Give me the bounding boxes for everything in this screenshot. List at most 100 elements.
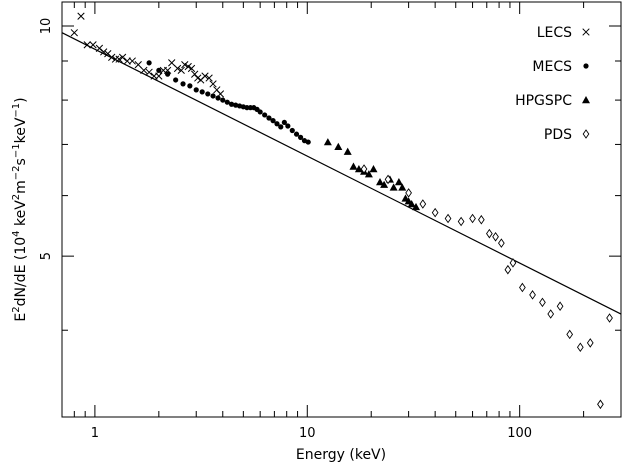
data-point-lecs <box>95 44 104 52</box>
legend-label-pds: PDS <box>544 127 572 143</box>
data-point-pds <box>486 228 493 239</box>
data-point-pds <box>509 258 517 268</box>
model-line <box>61 32 622 315</box>
data-point-pds <box>419 199 427 209</box>
data-point-lecs <box>201 72 209 80</box>
data-point-mecs <box>156 67 162 73</box>
legend-marker-pds <box>582 129 590 139</box>
data-point-pds <box>469 213 476 224</box>
data-point-lecs <box>168 59 176 67</box>
x-axis-label: Energy (keV) <box>296 447 386 463</box>
data-point-lecs <box>77 12 85 20</box>
data-point-mecs <box>215 95 221 101</box>
data-point-lecs <box>145 68 153 76</box>
data-point-lecs <box>83 41 91 49</box>
data-point-hpgspc <box>369 165 378 173</box>
legend: LECS MECS HPGSPC PDS <box>515 25 590 143</box>
axis-ticks <box>61 2 622 417</box>
series-pds <box>360 164 613 410</box>
data-point-lecs <box>163 66 172 74</box>
x-tick-label: 10 <box>299 426 316 441</box>
data-point-lecs <box>100 48 108 56</box>
data-point-mecs <box>305 139 311 145</box>
data-point-hpgspc <box>349 162 358 170</box>
data-point-lecs <box>111 55 120 63</box>
legend-marker-lecs <box>582 28 590 36</box>
data-point-mecs <box>187 83 193 89</box>
data-point-hpgspc <box>376 178 385 186</box>
data-point-pds <box>384 174 392 185</box>
data-point-hpgspc <box>343 147 352 155</box>
y-tick-label: 5 <box>39 252 54 260</box>
data-point-mecs <box>199 89 205 95</box>
data-point-mecs <box>262 112 268 118</box>
data-point-pds <box>431 207 439 218</box>
data-point-pds <box>556 301 564 311</box>
data-point-lecs <box>173 64 182 73</box>
data-point-lecs <box>118 53 127 61</box>
data-point-pds <box>566 329 574 340</box>
data-point-hpgspc <box>364 170 373 178</box>
tick-labels: 1 10 100 5 10 <box>39 18 532 441</box>
data-point-pds <box>597 399 604 410</box>
data-point-lecs <box>155 72 163 80</box>
data-point-pds <box>444 213 452 224</box>
data-point-hpgspc <box>380 180 389 188</box>
data-point-mecs <box>228 101 235 107</box>
y-axis-label: E2dN/dE (104 keV2m−2s−1keV−1) <box>11 97 29 321</box>
data-point-mecs <box>274 121 280 127</box>
x-tick-label: 100 <box>507 426 532 441</box>
data-point-mecs <box>266 115 272 121</box>
data-point-pds <box>405 188 412 198</box>
data-point-pds <box>519 282 526 293</box>
data-point-pds <box>529 290 536 300</box>
x-tick-label: 1 <box>91 426 99 441</box>
data-point-mecs <box>281 119 287 126</box>
data-point-mecs <box>293 131 300 137</box>
data-point-mecs <box>173 77 179 83</box>
data-point-lecs <box>128 57 136 65</box>
data-point-lecs <box>191 70 199 78</box>
data-point-mecs <box>297 134 304 140</box>
data-point-pds <box>492 232 499 242</box>
data-point-mecs <box>205 91 211 97</box>
data-point-hpgspc <box>407 200 416 208</box>
data-point-lecs <box>181 61 189 69</box>
legend-label-lecs: LECS <box>537 25 572 41</box>
data-point-mecs <box>180 81 186 87</box>
data-point-mecs <box>233 102 239 108</box>
data-point-lecs <box>209 80 217 88</box>
data-point-lecs <box>184 62 192 71</box>
data-point-hpgspc <box>398 183 407 191</box>
data-point-lecs <box>187 64 196 73</box>
data-point-mecs <box>289 127 295 134</box>
data-point-hpgspc <box>354 165 363 173</box>
data-point-mecs <box>224 99 230 105</box>
data-point-hpgspc <box>334 142 343 151</box>
data-point-mecs <box>257 109 263 115</box>
data-point-hpgspc <box>323 138 332 146</box>
data-point-lecs <box>177 66 185 74</box>
data-point-pds <box>477 214 485 225</box>
data-point-mecs <box>278 124 284 130</box>
data-point-mecs <box>210 93 216 99</box>
data-point-pds <box>457 216 465 227</box>
legend-label-mecs: MECS <box>532 59 572 75</box>
data-point-mecs <box>220 97 226 103</box>
data-point-mecs <box>270 118 276 124</box>
data-point-mecs <box>146 60 152 66</box>
data-point-hpgspc <box>411 202 420 211</box>
data-point-pds <box>498 238 505 248</box>
data-point-pds <box>586 338 594 348</box>
data-point-hpgspc <box>394 178 403 186</box>
data-point-lecs <box>140 66 148 74</box>
data-points <box>70 12 613 410</box>
data-point-pds <box>547 309 555 319</box>
series-mecs <box>146 60 311 145</box>
data-point-pds <box>504 264 512 275</box>
y-tick-label: 10 <box>39 18 54 35</box>
legend-marker-hpgspc <box>582 96 590 104</box>
data-point-lecs <box>134 61 142 69</box>
data-point-pds <box>360 164 368 174</box>
